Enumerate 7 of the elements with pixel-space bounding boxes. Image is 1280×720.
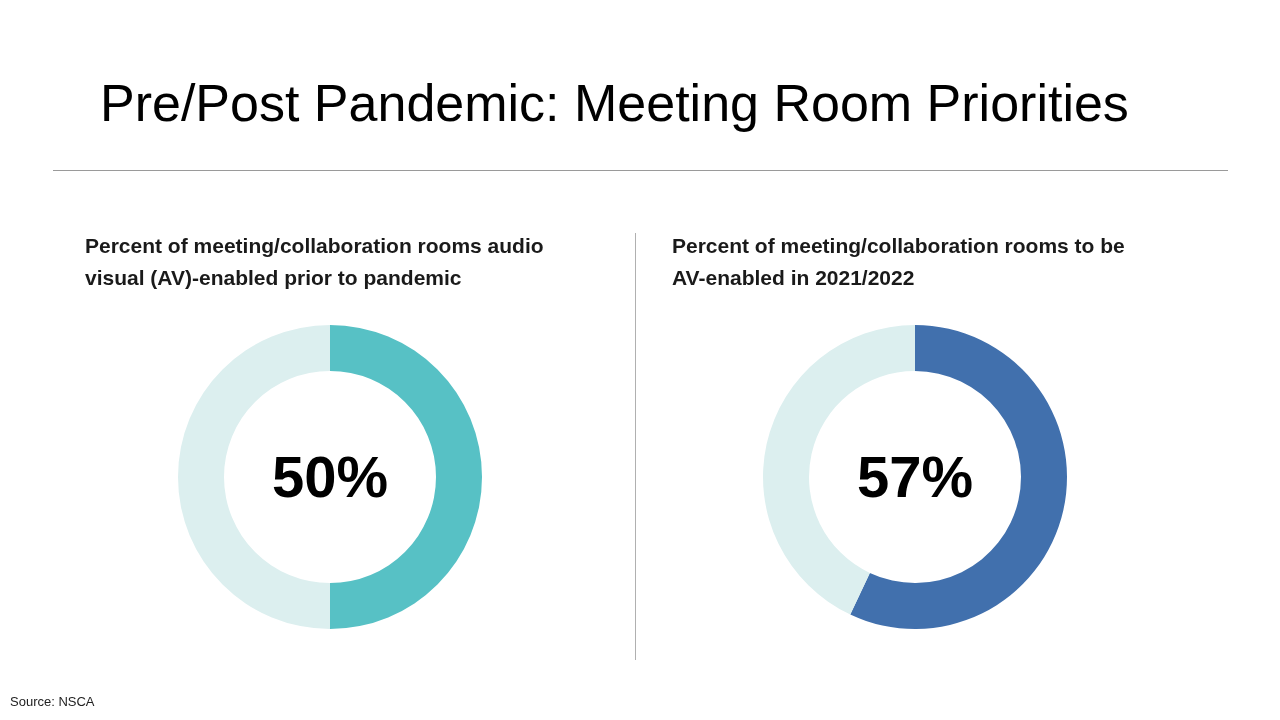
chart-subtitle: Percent of meeting/collaboration rooms to be AV-enabled in 2021/2022	[672, 233, 1126, 291]
data-label: 50%	[270, 443, 390, 511]
data-label: 57%	[855, 443, 975, 511]
source-note: Source: NSCA	[10, 694, 95, 710]
donut-slice	[850, 325, 1067, 629]
chart-subtitle: Percent of meeting/collaboration rooms audio visual (AV)-enabled prior to pandemic	[85, 233, 545, 291]
text: Pre/Post Pandemic: Meeting Room Priorities	[100, 73, 1129, 134]
